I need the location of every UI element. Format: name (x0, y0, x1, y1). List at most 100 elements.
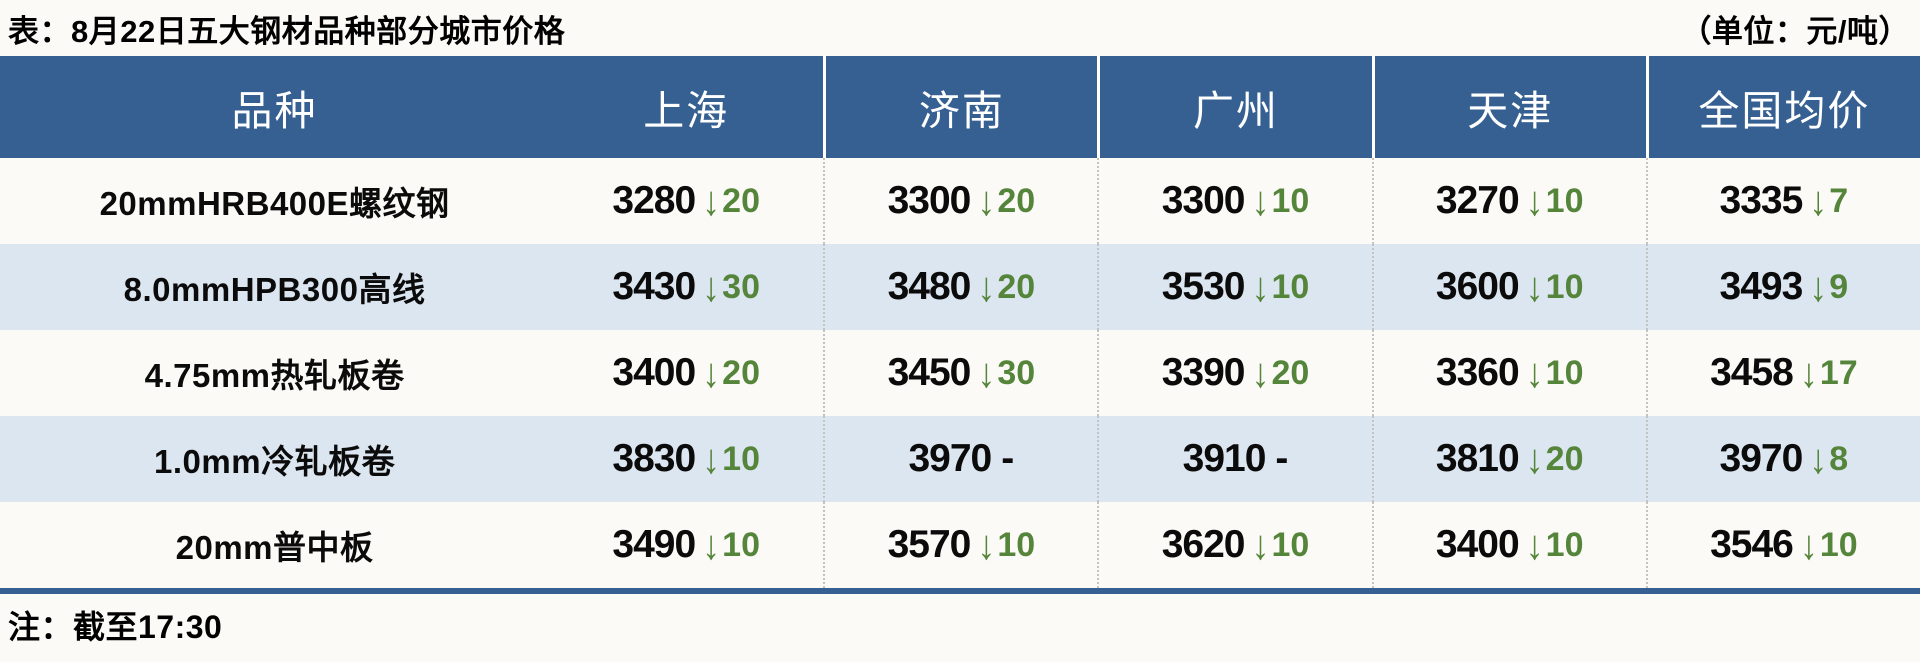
product-name: 4.75mm热轧板卷 (144, 357, 405, 394)
price-cell: 3570 ↓ 10 (823, 502, 1097, 588)
price-change-down: ↓ 20 (702, 180, 760, 221)
down-arrow-icon: ↓ (702, 348, 721, 396)
price-cell: 3970 ↓ 8 (1645, 416, 1920, 502)
product-name: 20mm普中板 (175, 529, 374, 566)
price-change-down: ↓ 7 (1809, 176, 1849, 224)
change-amount: 30 (722, 267, 760, 306)
column-header: 品种 (231, 88, 318, 134)
product-name: 8.0mmHPB300高线 (123, 271, 426, 308)
down-arrow-icon: ↓ (1799, 520, 1818, 568)
column-header: 上海 (643, 88, 730, 134)
price-change-down: ↓ 30 (702, 262, 760, 310)
price-change-down: ↓ 30 (977, 348, 1036, 396)
price-change-down: ↓ 20 (977, 176, 1036, 224)
price-cell: 3970- (823, 416, 1097, 502)
change-amount: 10 (997, 525, 1036, 564)
price-value: 3400 (1435, 523, 1520, 566)
price-value: 3493 (1719, 265, 1804, 308)
down-arrow-icon: ↓ (1251, 262, 1270, 310)
price-change-down: ↓ 10 (1251, 520, 1310, 568)
column-header: 天津 (1371, 56, 1646, 158)
down-arrow-icon: ↓ (1525, 434, 1544, 482)
down-arrow-icon: ↓ (977, 348, 996, 396)
product-name-cell: 1.0mm冷轧板卷 (0, 416, 549, 502)
down-arrow-icon: ↓ (1251, 348, 1270, 396)
down-arrow-icon: ↓ (1525, 262, 1544, 310)
note-area: 注：截至17:30 (0, 594, 1920, 662)
change-amount: 10 (1819, 525, 1858, 564)
down-arrow-icon: ↓ (702, 262, 721, 310)
change-amount: 30 (997, 353, 1036, 392)
price-cell: 3360 ↓ 10 (1371, 330, 1646, 416)
price-change-flat: - (1001, 437, 1015, 480)
price-change-down: ↓ 9 (1809, 262, 1849, 310)
price-value: 3970 (908, 437, 992, 480)
change-amount: 20 (722, 181, 760, 220)
table-row: 8.0mmHPB300高线 3430 ↓ 30 3480 ↓ 20 3530 ↓ 10 3600 ↓ 1… (0, 244, 1920, 330)
price-change-down: ↓ 10 (1251, 262, 1310, 310)
price-cell: 3546 ↓ 10 (1645, 502, 1920, 588)
change-amount: 7 (1829, 181, 1849, 220)
down-arrow-icon: ↓ (1525, 520, 1544, 568)
price-value: 3400 (612, 351, 696, 394)
title-bar: 表：8月22日五大钢材品种部分城市价格 （单位：元/吨） (0, 0, 1920, 56)
price-cell: 3830 ↓ 10 (549, 416, 823, 502)
bottom-divider (0, 588, 1920, 594)
down-arrow-icon: ↓ (1799, 348, 1818, 396)
change-amount: 17 (1819, 353, 1858, 392)
price-cell: 3280 ↓ 20 (549, 158, 823, 244)
table-body: 20mmHRB400E螺纹钢 3280 ↓ 20 3300 ↓ 20 3300 ↓ 10 3270 ↓… (0, 158, 1920, 588)
change-amount: 10 (1545, 353, 1584, 392)
price-value: 3270 (1435, 179, 1520, 222)
page-title: 表：8月22日五大钢材品种部分城市价格 (8, 13, 566, 49)
price-cell: 3493 ↓ 9 (1645, 244, 1920, 330)
change-amount: 10 (1271, 267, 1310, 306)
table-header-row: 品种 上海 济南 广州 天津 全国均价 (0, 56, 1920, 158)
product-name-cell: 20mm普中板 (0, 502, 549, 588)
price-value: 3430 (612, 265, 696, 308)
price-value: 3546 (1710, 523, 1794, 566)
down-arrow-icon: ↓ (977, 520, 996, 568)
price-value: 3530 (1161, 265, 1246, 308)
price-value: 3450 (887, 351, 972, 394)
price-change-down: ↓ 10 (977, 520, 1036, 568)
price-cell: 3600 ↓ 10 (1371, 244, 1646, 330)
down-arrow-icon: ↓ (1809, 176, 1828, 224)
price-value: 3810 (1435, 437, 1520, 480)
price-cell: 3300 ↓ 10 (1097, 158, 1371, 244)
price-value: 3830 (612, 437, 696, 480)
change-amount: 20 (997, 181, 1036, 220)
price-change-down: ↓ 20 (1525, 434, 1584, 482)
price-cell: 3300 ↓ 20 (823, 158, 1097, 244)
table-row: 1.0mm冷轧板卷 3830 ↓ 10 3970-3910-3810 ↓ 20 3970 ↓ 8 (0, 416, 1920, 502)
product-name-cell: 20mmHRB400E螺纹钢 (0, 158, 549, 244)
price-table: 品种 上海 济南 广州 天津 全国均价 20mmHRB400E螺纹钢 3280 ↓ 20 3300… (0, 56, 1920, 588)
price-change-down: ↓ 8 (1809, 438, 1848, 479)
change-amount: 20 (1271, 353, 1310, 392)
price-value: 3570 (887, 523, 972, 566)
price-cell: 3430 ↓ 30 (549, 244, 823, 330)
down-arrow-icon: ↓ (702, 520, 721, 568)
change-amount: 10 (1545, 267, 1584, 306)
down-arrow-icon: ↓ (1251, 520, 1270, 568)
change-amount: 9 (1829, 267, 1849, 306)
price-value: 3300 (887, 179, 972, 222)
price-change-down: ↓ 17 (1799, 348, 1858, 396)
down-arrow-icon: ↓ (1251, 176, 1270, 224)
product-name-cell: 4.75mm热轧板卷 (0, 330, 549, 416)
product-name: 20mmHRB400E螺纹钢 (99, 185, 450, 222)
change-amount: 20 (722, 353, 760, 392)
down-arrow-icon: ↓ (1809, 262, 1828, 310)
table-row: 20mm普中板 3490 ↓ 10 3570 ↓ 10 3620 ↓ 10 3400 ↓ 10 3546 ↓… (0, 502, 1920, 588)
down-arrow-icon: ↓ (977, 262, 996, 310)
table-row: 4.75mm热轧板卷 3400 ↓ 20 3450 ↓ 30 3390 ↓ 20 3360 ↓ 10 34… (0, 330, 1920, 416)
down-arrow-icon: ↓ (1525, 348, 1544, 396)
price-cell: 3490 ↓ 10 (549, 502, 823, 588)
column-header: 济南 (823, 56, 1097, 158)
change-amount: 10 (1545, 181, 1584, 220)
down-arrow-icon: ↓ (977, 176, 996, 224)
price-cell: 3400 ↓ 10 (1371, 502, 1646, 588)
price-value: 3480 (887, 265, 972, 308)
price-cell: 3810 ↓ 20 (1371, 416, 1646, 502)
price-change-flat: - (1275, 437, 1289, 480)
